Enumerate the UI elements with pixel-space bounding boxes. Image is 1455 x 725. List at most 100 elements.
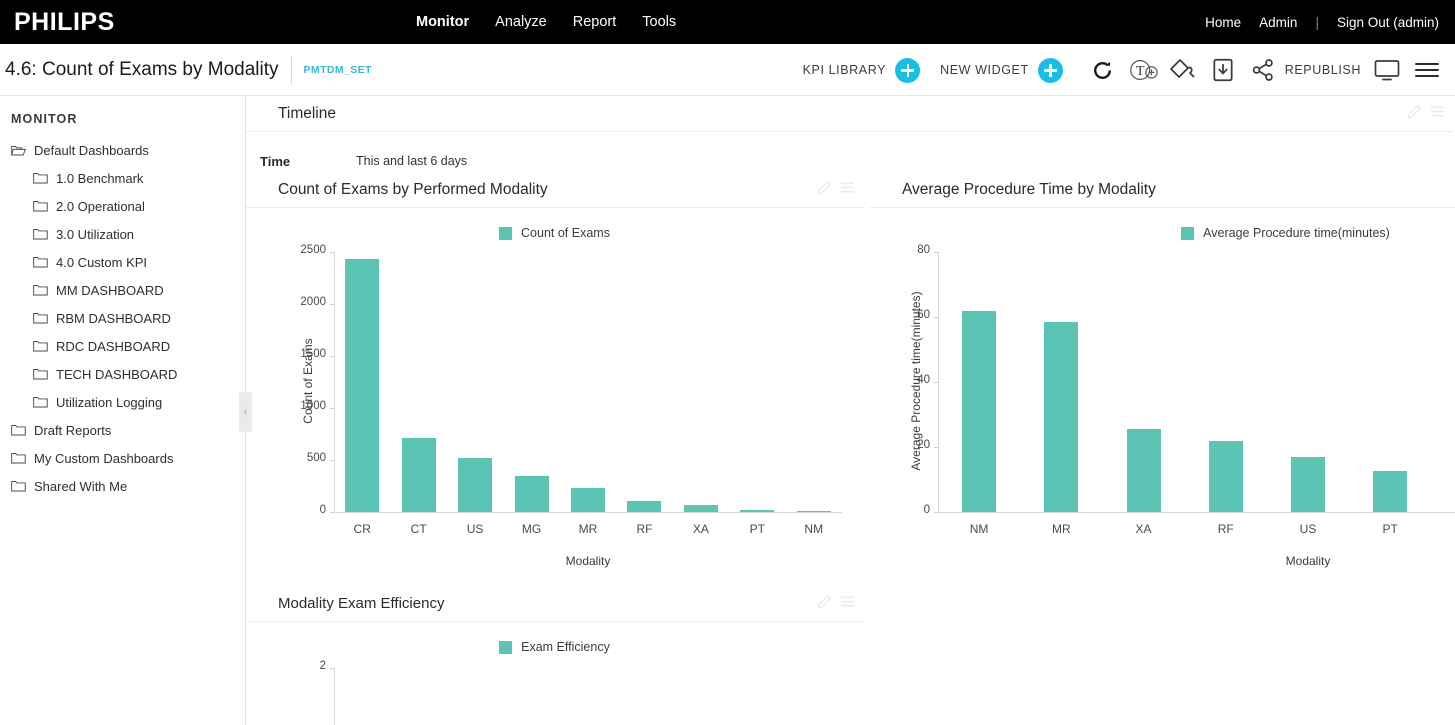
x-axis-label: Modality: [565, 554, 611, 568]
y-tick-mark: [934, 382, 938, 383]
chart-bar[interactable]: [571, 487, 605, 512]
y-tick-label: 0: [319, 504, 326, 516]
plot-region: 2: [246, 654, 863, 725]
chart-bar[interactable]: [962, 310, 997, 512]
sidebar-item-1-0-benchmark[interactable]: 1.0 Benchmark: [0, 164, 245, 192]
sidebar-item-label: 4.0 Custom KPI: [56, 254, 148, 270]
chart-bar[interactable]: [740, 510, 775, 512]
sidebar-item-my-custom-dashboards[interactable]: My Custom Dashboards: [0, 444, 245, 472]
x-axis-line: [938, 512, 1455, 513]
present-icon[interactable]: [1367, 44, 1407, 96]
y-tick-mark: [330, 304, 334, 305]
edit-pencil-icon[interactable]: [1407, 104, 1422, 124]
sidebar-item-rdc-dashboard[interactable]: RDC DASHBOARD: [0, 332, 245, 360]
annotate-icon[interactable]: [1163, 44, 1203, 96]
chart-area: Count of Exams 0 500 1000 1500 2000 2500 CR CT U…: [246, 208, 863, 568]
chart-legend: Exam Efficiency: [246, 622, 863, 654]
add-text-icon[interactable]: T: [1123, 44, 1163, 96]
widget-menu-icon[interactable]: [840, 595, 855, 613]
sidebar-collapse-handle[interactable]: ‹: [239, 392, 252, 432]
edit-pencil-icon[interactable]: [817, 180, 832, 200]
share-icon[interactable]: [1243, 44, 1283, 96]
refresh-icon[interactable]: [1083, 44, 1123, 96]
menu-icon[interactable]: [1407, 44, 1447, 96]
legend-swatch: [1181, 226, 1195, 240]
x-tick-label: MR: [1051, 522, 1071, 536]
widget-header: Average Procedure Time by Modality: [870, 172, 1455, 208]
chart-bar[interactable]: [683, 505, 718, 512]
sidebar-item-label: Draft Reports: [34, 422, 112, 438]
sidebar-item-4-0-custom-kpi[interactable]: 4.0 Custom KPI: [0, 248, 245, 276]
chart-bar[interactable]: [627, 500, 662, 512]
republish-button[interactable]: REPUBLISH: [1284, 63, 1361, 77]
nav-item-report[interactable]: Report: [572, 14, 617, 30]
widget-count-of-exams: Count of Exams by Performed Modality Cou…: [246, 172, 863, 568]
home-link[interactable]: Home: [1205, 14, 1242, 30]
sidebar-item-shared-with-me[interactable]: Shared With Me: [0, 472, 245, 500]
sidebar-item-label: Shared With Me: [34, 478, 128, 494]
y-axis-line: [334, 668, 335, 725]
sidebar-item-label: Utilization Logging: [56, 394, 163, 410]
sidebar-item-label: MM DASHBOARD: [56, 282, 164, 298]
sidebar-item-draft-reports[interactable]: Draft Reports: [0, 416, 245, 444]
chart-area: Average Procedure time(minutes) 0 20 40 60 8…: [870, 208, 1455, 568]
nav-item-analyze[interactable]: Analyze: [495, 14, 547, 30]
sidebar-item-mm-dashboard[interactable]: MM DASHBOARD: [0, 276, 245, 304]
export-icon[interactable]: [1203, 44, 1243, 96]
chart-bar[interactable]: [345, 259, 380, 512]
folder-icon: [33, 284, 48, 296]
nav-item-monitor[interactable]: Monitor: [416, 14, 470, 30]
x-tick-label: PT: [1382, 522, 1398, 536]
sidebar-item-label: TECH DASHBOARD: [56, 366, 178, 382]
chart-bar[interactable]: [401, 437, 436, 512]
admin-link[interactable]: Admin: [1259, 14, 1298, 30]
chart-bar[interactable]: [1291, 456, 1325, 512]
widget-menu-icon[interactable]: [840, 181, 855, 199]
sidebar-item-label: RBM DASHBOARD: [56, 310, 171, 326]
y-tick-label: 1500: [300, 348, 326, 360]
widget-menu-icon[interactable]: [1430, 105, 1445, 123]
y-tick-label: 2500: [300, 244, 326, 256]
chart-bar[interactable]: [1126, 429, 1161, 512]
y-axis-label: Count of Exams: [301, 338, 315, 424]
sidebar-item-default-dashboards[interactable]: Default Dashboards: [0, 136, 245, 164]
chart-bar[interactable]: [1044, 321, 1079, 512]
toolbar-actions: KPI LIBRARY NEW WIDGET T: [803, 44, 1447, 96]
x-tick-label: XA: [692, 522, 709, 536]
kpi-library-button[interactable]: KPI LIBRARY: [803, 57, 921, 83]
legend-swatch: [499, 640, 513, 654]
chart-bar[interactable]: [796, 511, 831, 512]
sidebar-item-3-0-utilization[interactable]: 3.0 Utilization: [0, 220, 245, 248]
chart-bar[interactable]: [514, 476, 549, 512]
sidebar-item-tech-dashboard[interactable]: TECH DASHBOARD: [0, 360, 245, 388]
sidebar-item-utilization-logging[interactable]: Utilization Logging: [0, 388, 245, 416]
plus-icon[interactable]: [1037, 57, 1063, 83]
page-title: 4.6: Count of Exams by Modality: [5, 58, 279, 80]
y-tick-label: 2: [319, 660, 326, 672]
x-axis-label: Modality: [1285, 554, 1331, 568]
nav-item-tools[interactable]: Tools: [642, 14, 677, 30]
time-value[interactable]: This and last 6 days: [356, 154, 468, 168]
sidebar-item-rbm-dashboard[interactable]: RBM DASHBOARD: [0, 304, 245, 332]
sign-out-link[interactable]: Sign Out (admin): [1336, 14, 1439, 30]
y-tick-label: 20: [917, 439, 930, 451]
y-tick-mark: [330, 460, 334, 461]
y-tick-label: 80: [917, 244, 930, 256]
folder-icon: [33, 340, 48, 352]
y-tick-label: 0: [923, 504, 930, 516]
chart-bar[interactable]: [458, 457, 493, 512]
new-widget-button[interactable]: NEW WIDGET: [940, 57, 1063, 83]
chart-bar[interactable]: [1373, 471, 1408, 512]
plus-icon[interactable]: [895, 57, 921, 83]
sidebar-item-2-0-operational[interactable]: 2.0 Operational: [0, 192, 245, 220]
svg-text:T: T: [1136, 63, 1145, 79]
user-menu: Home Admin | Sign Out (admin): [1205, 0, 1439, 44]
y-tick-mark: [330, 408, 334, 409]
edit-pencil-icon[interactable]: [817, 594, 832, 614]
chart-bar[interactable]: [1208, 440, 1243, 512]
sidebar-item-label: 1.0 Benchmark: [56, 170, 144, 186]
widget-header-actions: [817, 172, 855, 208]
title-divider: [290, 54, 292, 85]
y-tick-mark: [934, 252, 938, 253]
chart-legend: Count of Exams: [246, 208, 863, 240]
